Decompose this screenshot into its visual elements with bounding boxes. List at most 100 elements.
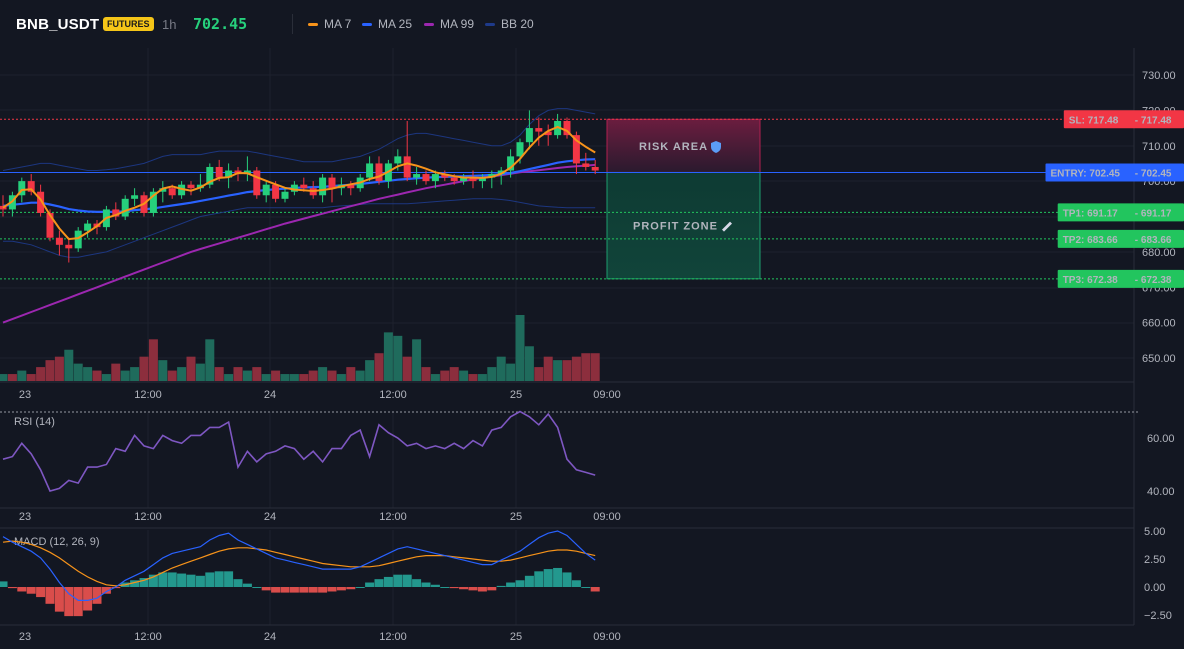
legend-ma99[interactable]: MA 99	[424, 17, 474, 31]
volume-bar	[477, 374, 487, 381]
shield-icon	[711, 141, 721, 153]
volume-bar	[412, 339, 422, 381]
candle-body	[328, 177, 336, 189]
macd-axis-label: −2.50	[1144, 610, 1172, 622]
macd-histogram-bar	[54, 587, 64, 612]
candle-body	[84, 223, 92, 231]
macd-axis-label: 5.00	[1144, 526, 1165, 538]
volume-bar	[430, 374, 440, 381]
rsi-title: RSI (14)	[14, 416, 55, 428]
macd-histogram-bar	[177, 573, 187, 587]
macd-histogram-bar	[92, 587, 102, 604]
sl-tag-box	[1063, 110, 1184, 129]
tp2-tag: TP2: 683.66 - 683.66	[1057, 229, 1184, 248]
candle-body	[159, 188, 167, 192]
time-axis-label: 09:00	[593, 389, 621, 401]
macd-axis-label: 0.00	[1144, 582, 1165, 594]
macd-histogram-bar	[421, 582, 431, 587]
macd-histogram-bar	[101, 587, 111, 594]
macd-histogram-bar	[553, 567, 563, 587]
candle-body	[27, 181, 35, 192]
candle-body	[488, 174, 496, 178]
volume-bar	[92, 370, 102, 381]
macd-histogram-bar	[590, 587, 600, 592]
risk-area-label: RISK AREA	[639, 141, 708, 153]
macd-histogram-bar	[17, 587, 27, 592]
rsi-line	[2, 410, 596, 492]
price-axis-label: 730.00	[1142, 70, 1176, 82]
candle-body	[375, 163, 383, 182]
time-axis-label: 25	[510, 389, 522, 401]
volume-bar	[459, 370, 469, 381]
ma99-swatch	[424, 22, 434, 26]
legend-ma25[interactable]: MA 25	[362, 17, 412, 31]
volume-bar	[374, 353, 384, 381]
volume-bar	[553, 360, 563, 381]
legend-ma99-label: MA 99	[440, 17, 475, 31]
volume-bar	[64, 349, 74, 381]
legend-bb20[interactable]: BB 20	[485, 17, 534, 31]
volume-bar	[562, 360, 572, 381]
legend-ma25-label: MA 25	[378, 17, 413, 31]
rocket-icon	[722, 221, 732, 232]
macd-histogram-bar	[327, 587, 337, 592]
volume-bar	[252, 367, 262, 381]
volume-bar	[214, 367, 224, 381]
legend-ma7[interactable]: MA 7	[308, 17, 351, 31]
volume-bar	[402, 356, 412, 381]
volume-bar	[590, 353, 600, 381]
sl-tag: SL: 717.48 - 717.48	[1063, 110, 1184, 129]
time-axis-label: 25	[510, 511, 522, 523]
bb-swatch	[485, 22, 495, 26]
time-axis-label: 24	[264, 631, 276, 643]
ma7-swatch	[308, 22, 318, 26]
candle-body	[319, 177, 327, 196]
header-divider	[292, 14, 293, 34]
volume-bar	[158, 360, 168, 381]
candle-body	[582, 163, 590, 167]
volume-bar	[139, 356, 149, 381]
time-axis-label: 23	[19, 631, 31, 643]
candle-body	[544, 131, 552, 136]
volume-bar	[393, 335, 403, 381]
macd-axis-label: 2.50	[1144, 554, 1165, 566]
legend-ma7-label: MA 7	[324, 17, 352, 31]
macd-histogram-bar	[224, 571, 234, 587]
macd-histogram-bar	[383, 576, 393, 587]
volume-bar	[280, 374, 290, 381]
volume-bar	[327, 370, 337, 381]
tp1-tag-value: - 691.17	[1135, 208, 1172, 219]
candle-body	[272, 184, 280, 199]
volume-bar	[524, 346, 534, 381]
macd-histogram-bar	[468, 587, 478, 591]
time-axis-label: 12:00	[134, 631, 162, 643]
volume-bar	[308, 370, 318, 381]
macd-histogram-bar	[252, 587, 262, 588]
candle-body	[74, 230, 82, 249]
macd-histogram-bar	[139, 578, 149, 587]
candle-body	[187, 184, 195, 189]
timeframe-label[interactable]: 1h	[162, 17, 177, 32]
symbol-label[interactable]: BNB_USDT	[16, 16, 100, 33]
candle-body	[572, 135, 580, 164]
candle-body	[112, 209, 120, 217]
candle-body	[206, 166, 214, 185]
candle-body	[394, 156, 402, 164]
profit-zone-label: PROFIT ZONE	[633, 221, 718, 233]
macd-histogram-bar	[148, 574, 158, 587]
volume-bar	[17, 370, 27, 381]
macd-histogram-bar	[365, 582, 375, 587]
candle-body	[243, 170, 251, 175]
macd-histogram-bar	[289, 587, 299, 593]
macd-histogram-bar	[374, 579, 384, 587]
macd-histogram-bar	[318, 587, 328, 593]
volume-bar	[299, 374, 309, 381]
time-axis-label: 12:00	[379, 389, 407, 401]
macd-histogram-bar	[355, 587, 365, 588]
candle-body	[366, 163, 374, 178]
macd-histogram-bar	[261, 587, 271, 591]
entry-tag-box	[1045, 163, 1184, 182]
volume-bar	[83, 367, 93, 381]
macd-histogram-bar	[205, 572, 215, 587]
